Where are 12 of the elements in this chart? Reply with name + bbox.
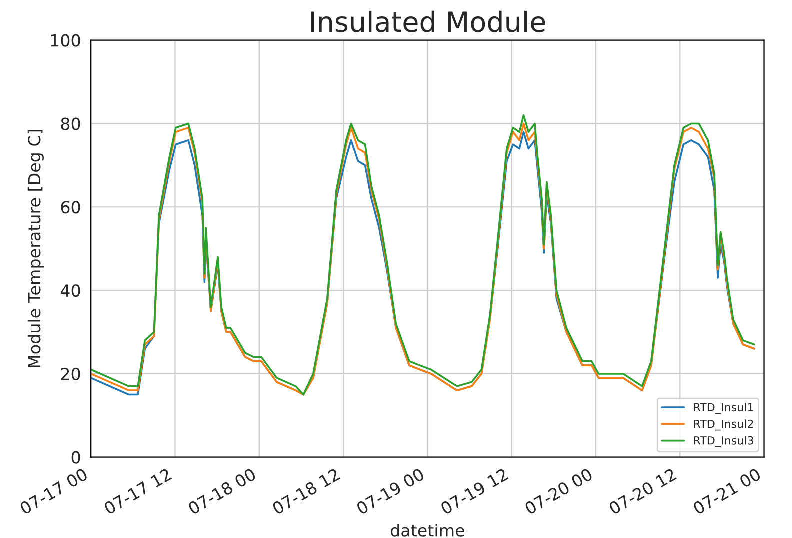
- legend-label: RTD_Insul1: [694, 403, 754, 414]
- legend-label: RTD_Insul3: [694, 436, 754, 448]
- y-axis-title: Module Temperature [Deg C]: [28, 130, 44, 368]
- y-tick-label: 80: [61, 118, 80, 130]
- legend-label: RTD_Insul2: [694, 420, 754, 431]
- y-tick-label: 100: [51, 34, 80, 47]
- chart-title: Insulated Module: [311, 10, 546, 32]
- y-tick-label: 60: [61, 201, 80, 214]
- x-axis-title: datetime: [390, 524, 464, 537]
- y-tick-label: 20: [61, 368, 80, 380]
- y-tick-label: 0: [72, 451, 80, 464]
- y-tick-label: 40: [60, 284, 80, 298]
